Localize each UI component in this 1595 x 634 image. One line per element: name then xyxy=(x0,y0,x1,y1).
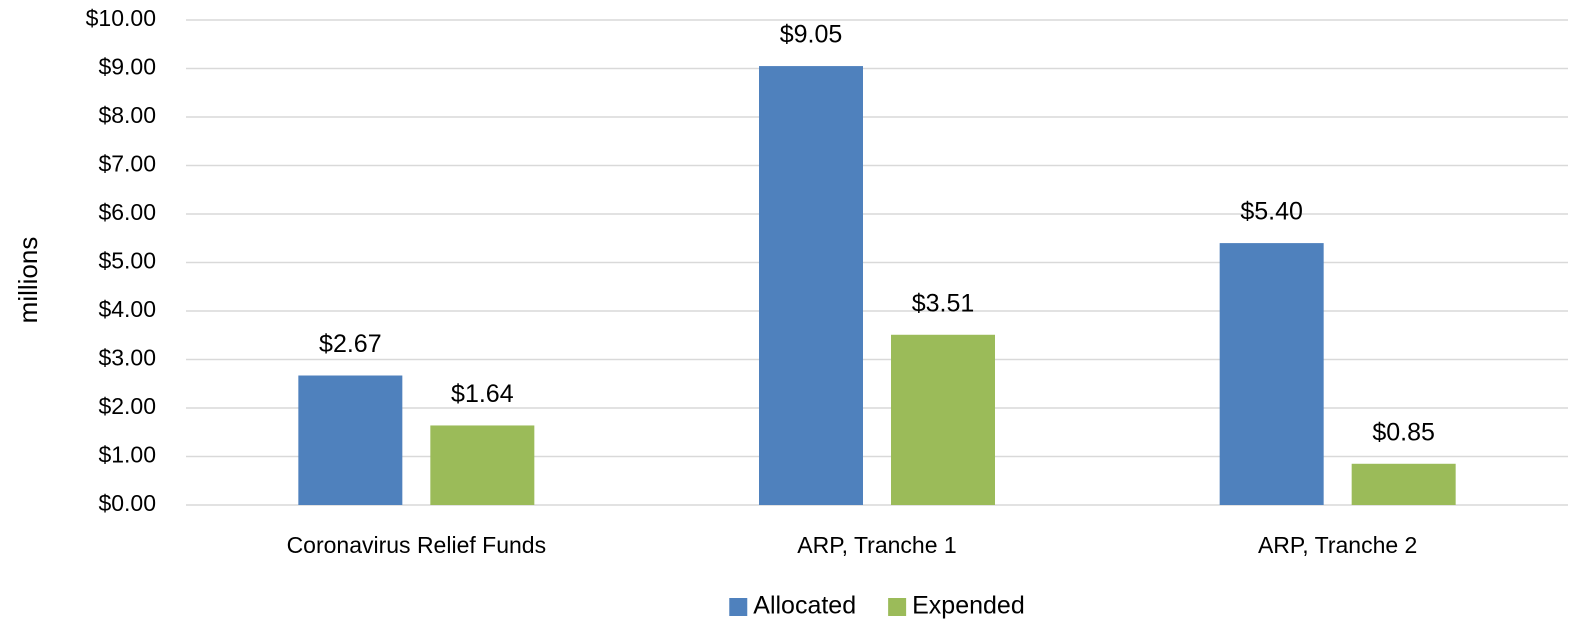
bar xyxy=(759,66,863,505)
legend-swatch xyxy=(729,598,748,616)
y-tick-label: $0.00 xyxy=(98,490,156,516)
y-tick-label: $4.00 xyxy=(98,296,156,322)
y-tick-label: $3.00 xyxy=(98,345,156,371)
legend-label: Allocated xyxy=(753,592,856,620)
bar xyxy=(430,425,535,505)
data-label: $2.67 xyxy=(319,330,382,358)
data-label: $1.64 xyxy=(451,380,514,408)
bar xyxy=(891,334,995,505)
bar xyxy=(1219,243,1324,505)
x-tick-label: ARP, Tranche 2 xyxy=(1258,532,1417,558)
legend-label: Expended xyxy=(912,592,1025,620)
data-label: $0.85 xyxy=(1372,418,1435,446)
y-tick-label: $7.00 xyxy=(98,151,156,177)
data-label: $3.51 xyxy=(912,289,975,317)
x-tick-label: Coronavirus Relief Funds xyxy=(287,532,547,558)
y-tick-label: $10.00 xyxy=(86,5,156,31)
y-axis-title: millions xyxy=(13,237,43,324)
bar xyxy=(298,375,403,505)
y-tick-label: $2.00 xyxy=(98,393,156,419)
y-tick-label: $9.00 xyxy=(98,54,156,80)
legend-swatch xyxy=(888,598,907,616)
x-tick-label: ARP, Tranche 1 xyxy=(797,532,956,558)
y-tick-label: $6.00 xyxy=(98,199,156,225)
data-label: $5.40 xyxy=(1240,198,1303,226)
y-tick-label: $1.00 xyxy=(98,442,156,468)
y-tick-label: $5.00 xyxy=(98,248,156,274)
data-label: $9.05 xyxy=(780,21,843,49)
y-tick-label: $8.00 xyxy=(98,102,156,128)
bar xyxy=(1351,463,1456,505)
